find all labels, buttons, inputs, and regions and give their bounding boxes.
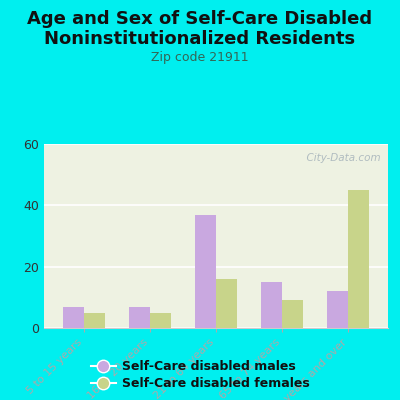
Bar	[195, 214, 216, 328]
Bar	[348, 190, 370, 328]
Bar	[150, 313, 171, 328]
Text: Zip code 21911: Zip code 21911	[151, 51, 249, 64]
Text: City-Data.com: City-Data.com	[300, 153, 381, 163]
Bar	[282, 300, 303, 328]
Bar	[129, 306, 150, 328]
Bar	[62, 306, 84, 328]
Bar	[261, 282, 282, 328]
Bar	[216, 279, 237, 328]
Text: Age and Sex of Self-Care Disabled: Age and Sex of Self-Care Disabled	[28, 10, 372, 28]
Text: Noninstitutionalized Residents: Noninstitutionalized Residents	[44, 30, 356, 48]
Bar	[84, 313, 105, 328]
Legend: Self-Care disabled males, Self-Care disabled females: Self-Care disabled males, Self-Care disa…	[87, 356, 313, 394]
Bar	[327, 291, 348, 328]
